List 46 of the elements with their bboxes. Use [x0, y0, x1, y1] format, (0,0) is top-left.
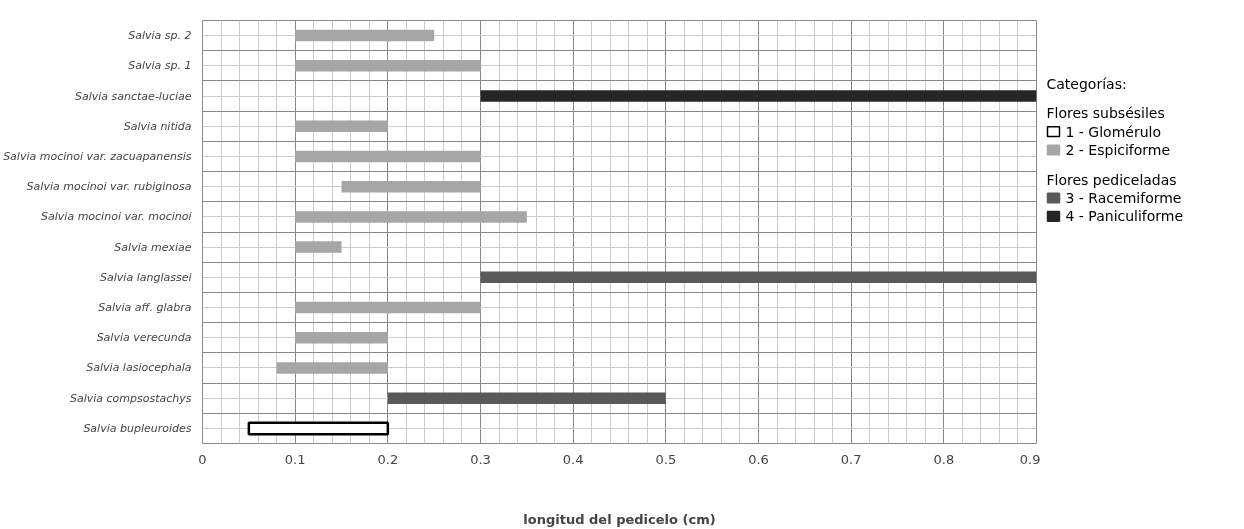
- x-tick-label: 0.9: [1019, 451, 1041, 467]
- bar: [276, 362, 388, 374]
- text: Flores pediceladas: [1046, 171, 1177, 188]
- bar: [295, 332, 388, 344]
- x-tick-label: 0.3: [470, 451, 491, 467]
- legend-title: Categorías:: [1046, 75, 1127, 92]
- y-tick-label: Salvia bupleuroides: [83, 421, 192, 435]
- bar: [247, 421, 390, 436]
- legend-label: 3 - Racemiforme: [1065, 190, 1182, 207]
- bar: [295, 120, 388, 132]
- bar: [480, 90, 1037, 102]
- x-tick-label: 0.8: [933, 451, 955, 467]
- y-tick-label: Salvia aff. glabra: [98, 301, 192, 315]
- bar: [295, 150, 481, 163]
- x-tick-label: 0.6: [748, 451, 769, 467]
- x-tick-label: 0.2: [377, 451, 399, 467]
- y-tick-label: Salvia mocinoi var. rubiginosa: [26, 180, 192, 194]
- x-tick-label: 0.1: [284, 451, 306, 467]
- bar: [341, 180, 481, 193]
- bar: [295, 211, 527, 223]
- x-tick-label: 0.4: [562, 451, 584, 467]
- legend-label: 1 - Glomérulo: [1065, 123, 1161, 140]
- y-tick-label: Salvia mocinoi var. mocinoi: [41, 210, 192, 224]
- bar: [295, 29, 435, 42]
- x-tick-label: 0: [198, 451, 207, 467]
- y-tick-label: Salvia nitida: [123, 119, 192, 133]
- y-tick-label: Salvia sanctae-luciae: [75, 89, 192, 103]
- y-tick-label: Salvia sp. 2: [128, 29, 192, 43]
- legend-label: 4 - Paniculiforme: [1065, 208, 1184, 225]
- bar: [295, 241, 342, 253]
- y-tick-label: Salvia lasiocephala: [86, 361, 192, 375]
- y-tick-label: Salvia sp. 1: [128, 59, 192, 73]
- bar: [387, 392, 666, 404]
- bar: [295, 301, 481, 314]
- y-tick-label: Salvia mexiae: [114, 240, 192, 254]
- y-tick-label: Salvia verecunda: [96, 331, 192, 345]
- y-tick-label: Salvia compsostachys: [69, 391, 192, 405]
- bar: [295, 60, 481, 72]
- x-axis-title: longitud del pedicelo (cm): [523, 511, 716, 527]
- x-tick-label: 0.5: [655, 451, 677, 467]
- bar: [480, 271, 1037, 284]
- x-tick-label: 0.7: [840, 451, 862, 467]
- text: Flores subsésiles: [1046, 105, 1165, 122]
- legend-label: 2 - Espiciforme: [1065, 142, 1171, 159]
- y-tick-label: Salvia mocinoi var. zacuapanensis: [3, 149, 192, 163]
- y-tick-label: Salvia langlassei: [100, 270, 192, 284]
